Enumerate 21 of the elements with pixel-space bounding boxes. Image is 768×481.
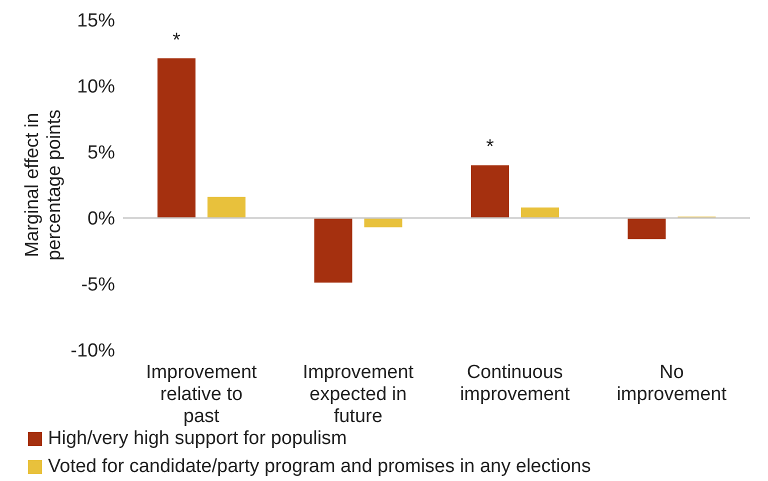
- legend-label: High/very high support for populism: [48, 428, 347, 450]
- y-tick-label: -5%: [81, 274, 116, 296]
- x-tick-label: No improvement: [616, 362, 728, 405]
- bar: [314, 218, 352, 283]
- x-tick-label: Improvement relative to past: [146, 362, 258, 427]
- y-tick-label: 10%: [76, 76, 116, 98]
- y-tick-label: 5%: [88, 142, 116, 164]
- y-tick-label: -10%: [70, 340, 116, 362]
- legend-label: Voted for candidate/party program and promises in any elections: [48, 456, 591, 478]
- x-tick-label: Improvement expected in future: [302, 362, 414, 427]
- bar: [520, 207, 559, 218]
- bar: [628, 218, 666, 240]
- x-tick-label: Continuous improvement: [460, 362, 570, 405]
- data-label: *: [486, 136, 494, 158]
- bar: [470, 165, 509, 218]
- data-label: *: [172, 29, 181, 52]
- bar: [207, 196, 246, 218]
- y-tick-label: 15%: [76, 10, 116, 32]
- y-tick-label: 0%: [88, 208, 116, 230]
- bar: [157, 58, 196, 218]
- y-axis-title: Marginal effect in percentage points: [22, 109, 65, 261]
